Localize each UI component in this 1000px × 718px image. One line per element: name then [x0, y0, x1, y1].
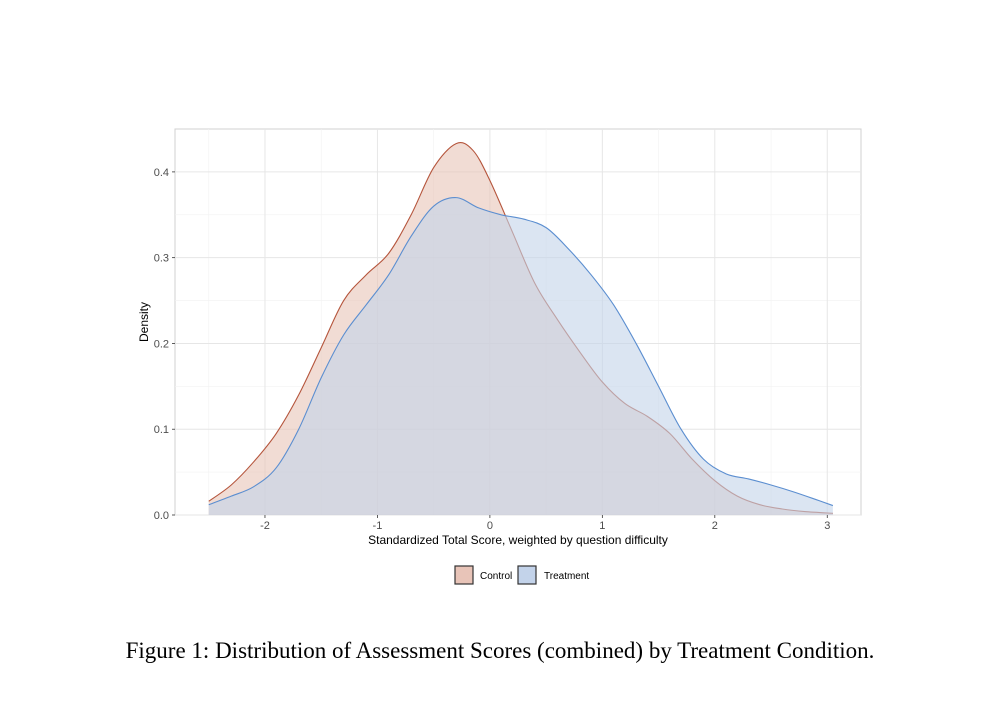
density-area-treatment	[208, 197, 833, 515]
legend: Control Treatment	[454, 565, 589, 585]
density-line-treatment	[208, 197, 834, 507]
x-tick-label: 1	[599, 520, 605, 532]
y-tick-label: 0.4	[154, 167, 169, 179]
legend-label-treatment: Treatment	[544, 571, 589, 582]
y-tick-label: 0.2	[154, 338, 169, 350]
x-tick-label: -1	[373, 520, 383, 532]
legend-key-treatment	[517, 565, 537, 585]
density-chart: -2 -1 0 1 2 3 0.0 0.1 0.2 0.3 0.4 Standardized To…	[137, 128, 862, 585]
x-tick-label: 3	[824, 520, 830, 532]
legend-label-control: Control	[480, 571, 512, 582]
x-tick-label: 2	[712, 520, 718, 532]
x-tick-label: 0	[487, 520, 493, 532]
y-tick-label: 0.0	[154, 510, 169, 522]
density-areas	[208, 142, 834, 515]
y-axis-ticks: 0.0 0.1 0.2 0.3 0.4	[154, 167, 175, 522]
y-axis-title: Density	[137, 302, 151, 342]
legend-key-control	[454, 565, 474, 585]
y-tick-label: 0.1	[154, 424, 169, 436]
x-tick-label: -2	[260, 520, 270, 532]
x-axis-title: Standardized Total Score, weighted by qu…	[368, 533, 668, 547]
y-tick-label: 0.3	[154, 253, 169, 265]
x-axis-ticks: -2 -1 0 1 2 3	[260, 515, 830, 532]
figure-caption: Figure 1: Distribution of Assessment Sco…	[125, 638, 875, 663]
